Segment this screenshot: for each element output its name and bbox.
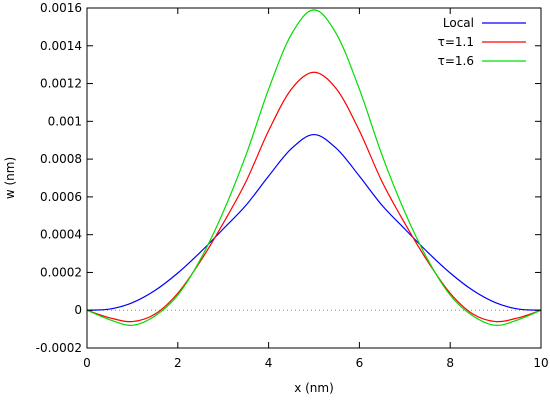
x-tick-label: 8 [446,356,454,370]
x-tick-label: 2 [174,356,182,370]
y-tick-label: 0.0014 [40,39,82,53]
y-tick-label: 0.0016 [40,1,82,15]
y-tick-label: 0.0008 [40,152,82,166]
x-tick-label: 0 [83,356,91,370]
legend-label-2: τ=1.6 [438,54,474,68]
legend: Local τ=1.1 τ=1.6 [438,16,526,68]
x-tick-label: 4 [265,356,273,370]
series-line-0 [86,133,542,311]
x-tick-label: 6 [356,356,364,370]
legend-label-0: Local [443,16,474,30]
plot-frame [86,7,542,349]
series-line-2 [86,9,542,326]
y-tick-label: 0.0002 [40,265,82,279]
ticks-layer: 0 2 4 6 8 10-0.000200.00020.00040.00060.00080… [36,1,549,370]
legend-label-1: τ=1.1 [438,35,474,49]
y-axis-label: w (nm) [3,157,17,199]
series-line-1 [86,71,542,323]
series-layer [86,9,542,326]
y-tick-label: 0.001 [48,114,82,128]
x-tick-label: 10 [533,356,548,370]
y-tick-label: 0 [74,303,82,317]
y-tick-label: 0.0012 [40,77,82,91]
x-axis-label: x (nm) [294,381,334,395]
y-tick-label: 0.0006 [40,190,82,204]
y-tick-label: -0.0002 [36,341,82,355]
y-tick-label: 0.0004 [40,228,82,242]
